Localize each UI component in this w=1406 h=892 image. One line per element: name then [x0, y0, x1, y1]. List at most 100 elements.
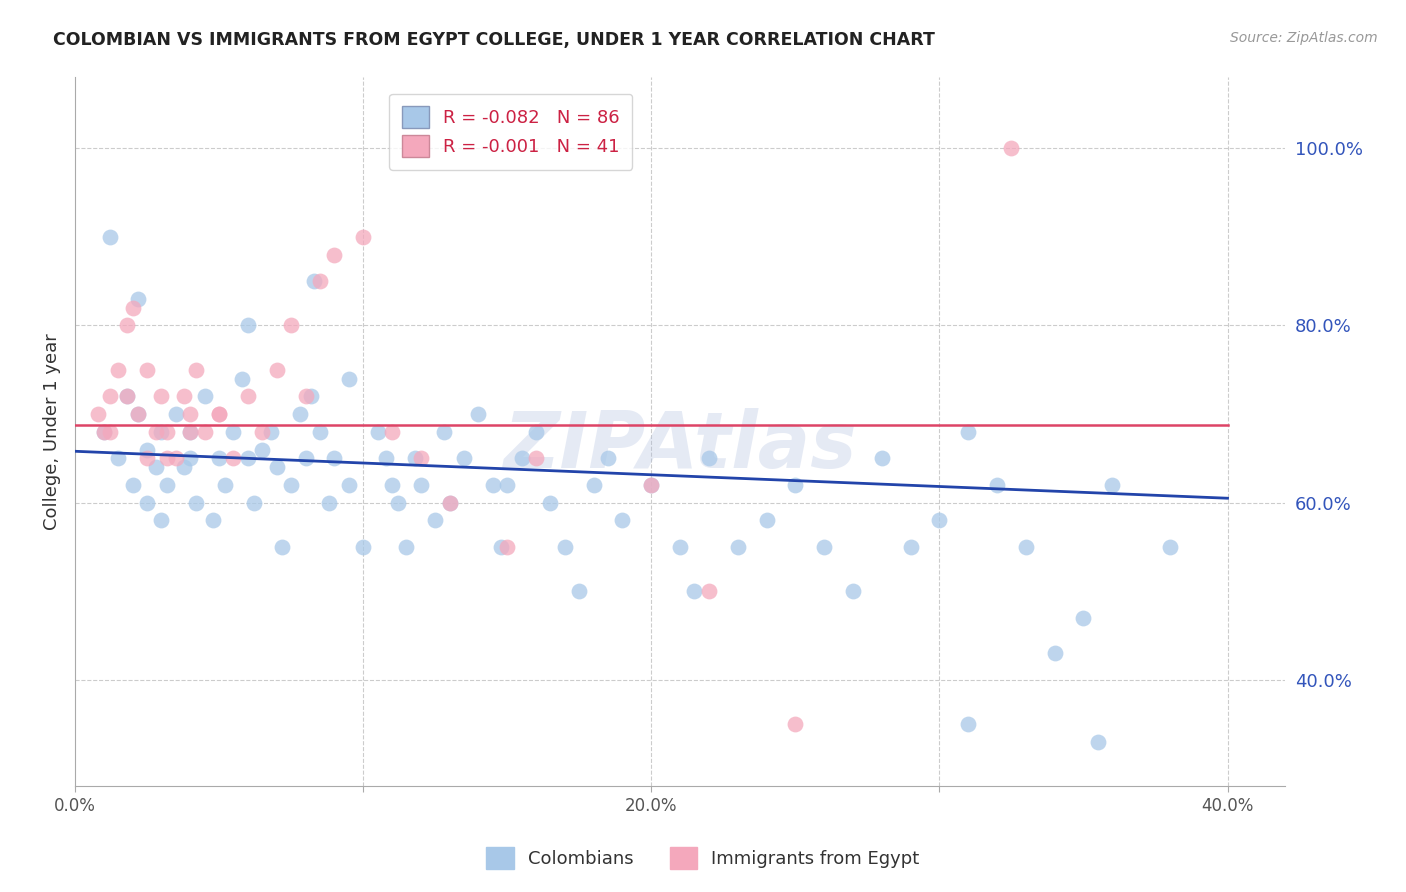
Point — [208, 407, 231, 421]
Point — [337, 371, 360, 385]
Point — [136, 442, 159, 457]
Point — [93, 425, 115, 439]
Point — [214, 478, 236, 492]
Point — [294, 451, 316, 466]
Point — [467, 407, 489, 421]
Point — [179, 425, 201, 439]
Point — [127, 292, 149, 306]
Point — [842, 584, 865, 599]
Point — [173, 460, 195, 475]
Point — [252, 425, 274, 439]
Text: COLOMBIAN VS IMMIGRANTS FROM EGYPT COLLEGE, UNDER 1 YEAR CORRELATION CHART: COLOMBIAN VS IMMIGRANTS FROM EGYPT COLLE… — [53, 31, 935, 49]
Point — [568, 584, 591, 599]
Point — [222, 451, 245, 466]
Point — [524, 451, 547, 466]
Point — [184, 363, 207, 377]
Point — [309, 425, 332, 439]
Point — [481, 478, 503, 492]
Point — [318, 496, 340, 510]
Point — [309, 274, 332, 288]
Point — [271, 540, 294, 554]
Point — [900, 540, 922, 554]
Point — [173, 389, 195, 403]
Point — [1087, 735, 1109, 749]
Point — [755, 513, 778, 527]
Point — [785, 717, 807, 731]
Point — [208, 407, 231, 421]
Point — [439, 496, 461, 510]
Point — [510, 451, 533, 466]
Point — [375, 451, 398, 466]
Point — [404, 451, 426, 466]
Point — [115, 318, 138, 333]
Point — [387, 496, 409, 510]
Point — [1015, 540, 1038, 554]
Point — [409, 478, 432, 492]
Point — [150, 389, 173, 403]
Point — [231, 371, 253, 385]
Point — [236, 318, 259, 333]
Point — [115, 389, 138, 403]
Point — [1000, 141, 1022, 155]
Point — [252, 442, 274, 457]
Point — [582, 478, 605, 492]
Point — [612, 513, 634, 527]
Point — [785, 478, 807, 492]
Point — [381, 425, 404, 439]
Point — [323, 247, 346, 261]
Point — [165, 451, 187, 466]
Point — [294, 389, 316, 403]
Point — [640, 478, 662, 492]
Point — [194, 425, 217, 439]
Point — [367, 425, 389, 439]
Point — [439, 496, 461, 510]
Text: Source: ZipAtlas.com: Source: ZipAtlas.com — [1230, 31, 1378, 45]
Point — [323, 451, 346, 466]
Point — [179, 451, 201, 466]
Point — [1073, 611, 1095, 625]
Point — [697, 451, 720, 466]
Point — [165, 407, 187, 421]
Point — [395, 540, 418, 554]
Point — [491, 540, 513, 554]
Point — [222, 425, 245, 439]
Point — [669, 540, 692, 554]
Point — [98, 425, 121, 439]
Point — [242, 496, 264, 510]
Point — [145, 425, 167, 439]
Point — [136, 451, 159, 466]
Point — [184, 496, 207, 510]
Legend: R = -0.082   N = 86, R = -0.001   N = 41: R = -0.082 N = 86, R = -0.001 N = 41 — [389, 94, 633, 170]
Point — [1043, 646, 1066, 660]
Point — [957, 425, 980, 439]
Point — [93, 425, 115, 439]
Point — [107, 363, 129, 377]
Point — [524, 425, 547, 439]
Point — [299, 389, 322, 403]
Point — [121, 478, 143, 492]
Point — [640, 478, 662, 492]
Point — [280, 478, 302, 492]
Point — [236, 389, 259, 403]
Point — [156, 451, 179, 466]
Point — [986, 478, 1008, 492]
Point — [150, 425, 173, 439]
Point — [98, 230, 121, 244]
Point — [813, 540, 835, 554]
Point — [136, 496, 159, 510]
Point — [352, 540, 374, 554]
Text: ZIPAtlas: ZIPAtlas — [503, 408, 856, 484]
Point — [683, 584, 706, 599]
Point — [409, 451, 432, 466]
Point — [98, 389, 121, 403]
Point — [208, 451, 231, 466]
Point — [496, 478, 519, 492]
Point — [928, 513, 950, 527]
Point — [352, 230, 374, 244]
Point — [337, 478, 360, 492]
Point — [302, 274, 325, 288]
Point — [538, 496, 561, 510]
Point — [127, 407, 149, 421]
Point — [727, 540, 749, 554]
Point — [260, 425, 283, 439]
